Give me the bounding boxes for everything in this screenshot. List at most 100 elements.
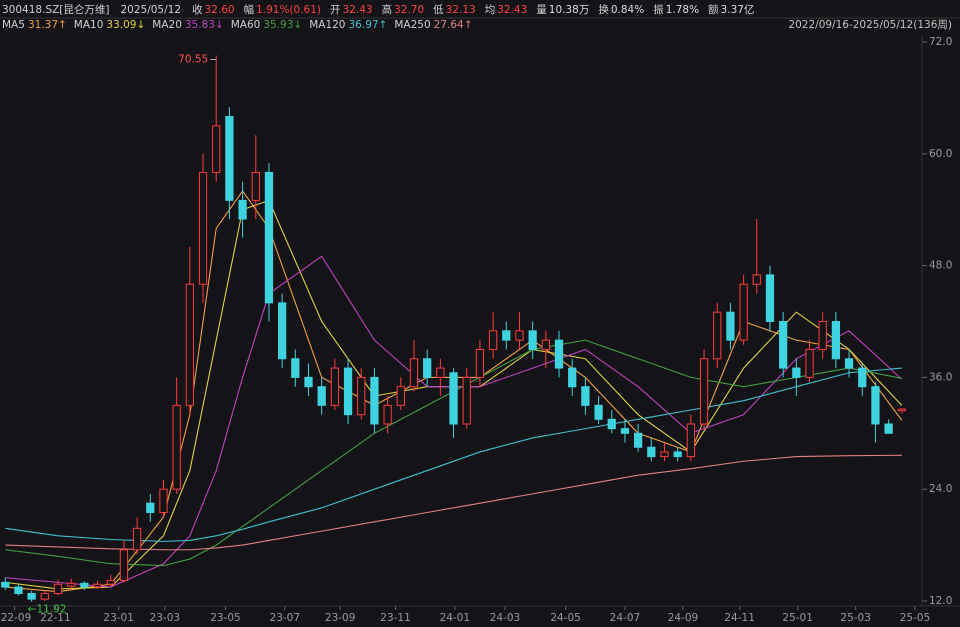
candle-body	[660, 451, 669, 458]
candle-body	[304, 376, 313, 388]
candle-body	[871, 386, 880, 425]
candle-body	[634, 432, 643, 448]
candle-body	[159, 488, 168, 513]
candle-body	[172, 404, 181, 490]
candle-body	[568, 367, 577, 388]
candle-body	[212, 125, 221, 173]
candle-body	[620, 428, 630, 434]
x-tick-label: 23-05	[210, 612, 241, 624]
candle-body	[383, 404, 392, 425]
candle-body	[225, 116, 234, 201]
candle-body	[423, 358, 432, 378]
header-value: 32.13	[446, 4, 476, 16]
candle-body	[594, 404, 603, 420]
candle-body	[1, 581, 10, 588]
candle-body	[779, 321, 788, 369]
x-tick-label: 24-05	[550, 612, 581, 624]
header-label: 振	[653, 3, 664, 16]
x-tick-label: 22-09	[1, 612, 32, 624]
candle-body	[146, 502, 155, 513]
x-tick-label: 23-07	[270, 612, 301, 624]
ma-line	[5, 339, 902, 567]
header-label: 300418.SZ[昆仑万维]	[2, 3, 109, 16]
header-label: 均	[485, 4, 496, 16]
ma-line	[5, 454, 902, 551]
candle-body	[726, 311, 735, 341]
header-value: 3.37亿	[721, 3, 755, 16]
candle-body	[343, 367, 353, 416]
candle-body	[106, 580, 115, 585]
x-tick-label: 22-11	[40, 612, 71, 624]
legend-value: 36.97↑	[349, 19, 388, 31]
candle-body	[119, 549, 129, 582]
header-value: 32.70	[394, 4, 424, 16]
legend-name: MA20	[152, 19, 182, 31]
candle-body	[805, 348, 814, 378]
candle-body	[699, 358, 709, 425]
y-tick-label: 60.0	[929, 148, 952, 160]
candle-body	[251, 171, 260, 201]
candle-body	[502, 330, 511, 341]
candle-body	[27, 593, 36, 600]
legend-value: 35.93↓	[263, 19, 302, 31]
y-tick-label: 72.0	[929, 36, 952, 48]
x-tick-label: 23-11	[380, 612, 411, 624]
candle-body	[515, 330, 524, 341]
candle-body	[264, 171, 274, 304]
candle-body	[93, 583, 102, 588]
legend-value: 31.37↑	[28, 19, 67, 31]
x-tick-label: 23-03	[150, 612, 181, 624]
candle-body	[67, 582, 76, 587]
candle-body	[686, 423, 695, 458]
candle-body	[541, 339, 550, 350]
candle-body	[844, 358, 854, 369]
candle-body	[647, 446, 656, 458]
x-tick-label: 24-01	[440, 612, 471, 624]
candle-body	[53, 583, 63, 595]
header-value: 0.84%	[611, 4, 644, 16]
candle-body	[14, 586, 23, 595]
x-tick-label: 25-01	[782, 612, 813, 624]
x-tick-label: 24-07	[610, 612, 641, 624]
candle-body	[765, 274, 775, 322]
candle-body	[409, 358, 419, 388]
range-label: 2022/09/16-2025/05/12(136周)	[788, 19, 952, 31]
legend-name: MA250	[394, 19, 430, 31]
legend-name: MA60	[231, 19, 261, 31]
candle-body	[132, 527, 142, 551]
candle-body	[291, 358, 300, 378]
candle-body	[713, 311, 722, 360]
candle-body	[858, 367, 867, 388]
candle-body	[488, 330, 498, 350]
header-label: 开	[330, 4, 341, 16]
legend-value: 35.83↓	[185, 19, 224, 31]
header-value: 10.38万	[549, 4, 590, 16]
candle-body	[739, 283, 748, 341]
candle-body	[370, 376, 379, 425]
candle-body	[831, 321, 841, 360]
ma-line	[5, 367, 902, 542]
x-tick-label: 24-09	[668, 612, 699, 624]
header-label: 高	[382, 3, 393, 16]
y-tick-label: 24.0	[929, 483, 952, 495]
header-value: 32.43	[343, 4, 373, 16]
candle-body	[673, 451, 682, 458]
candle-body	[185, 283, 194, 406]
legend-value: 33.09↓	[106, 19, 145, 31]
candle-body	[330, 367, 340, 406]
y-tick-label: 12.0	[929, 595, 952, 607]
header-label: 收	[192, 3, 203, 16]
candle-body	[238, 199, 247, 220]
candle-body	[198, 171, 208, 285]
legend-name: MA10	[74, 19, 104, 31]
candle-body	[396, 386, 405, 406]
y-tick-label: 36.0	[929, 371, 952, 383]
candle-body	[897, 408, 906, 412]
x-tick-label: 25-03	[840, 612, 871, 624]
candle-body	[818, 321, 827, 350]
candle-body	[607, 418, 616, 430]
candle-body	[278, 302, 287, 360]
